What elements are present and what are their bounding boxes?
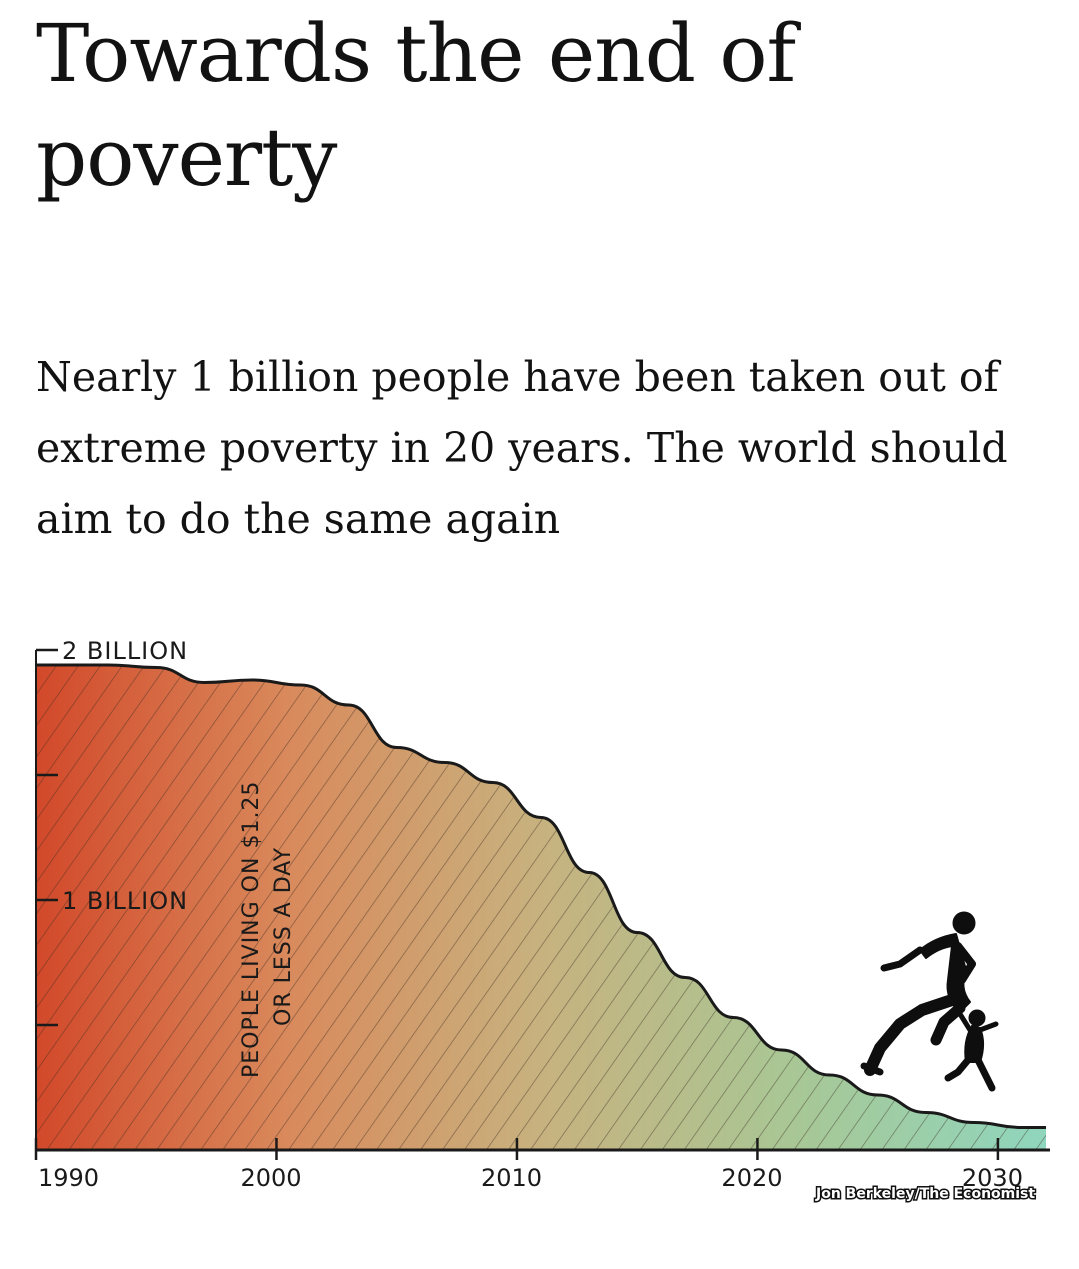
x-tick-label-2010: 2010: [481, 1164, 542, 1192]
x-tick-label-2000: 2000: [240, 1164, 301, 1192]
headline: Towards the end of poverty: [36, 7, 796, 204]
poverty-chart: 1990 2000 2010 2020 2030 1 BILLION 2 BILLION …: [0, 620, 1079, 1240]
annotation-line-2: OR LESS A DAY: [271, 847, 296, 1026]
y-tick-label-1: 1 BILLION: [62, 887, 188, 915]
x-tick-label-1990: 1990: [38, 1164, 99, 1192]
annotation-line-1: PEOPLE LIVING ON $1.25: [239, 781, 264, 1078]
y-tick-label-2: 2 BILLION: [62, 637, 188, 665]
child-running-silhouette: [944, 1009, 999, 1092]
annotation: PEOPLE LIVING ON $1.25 OR LESS A DAY: [239, 781, 296, 1078]
poverty-line: [36, 663, 1046, 1129]
x-tick-label-2030: 2030: [962, 1164, 1023, 1192]
x-tick-label-2020: 2020: [721, 1164, 782, 1192]
standfirst: Nearly 1 billion people have been taken …: [36, 353, 1008, 543]
image-credit: Jon Berkeley/The Economist: [815, 1186, 1035, 1202]
adult-running-silhouette: [860, 911, 976, 1076]
